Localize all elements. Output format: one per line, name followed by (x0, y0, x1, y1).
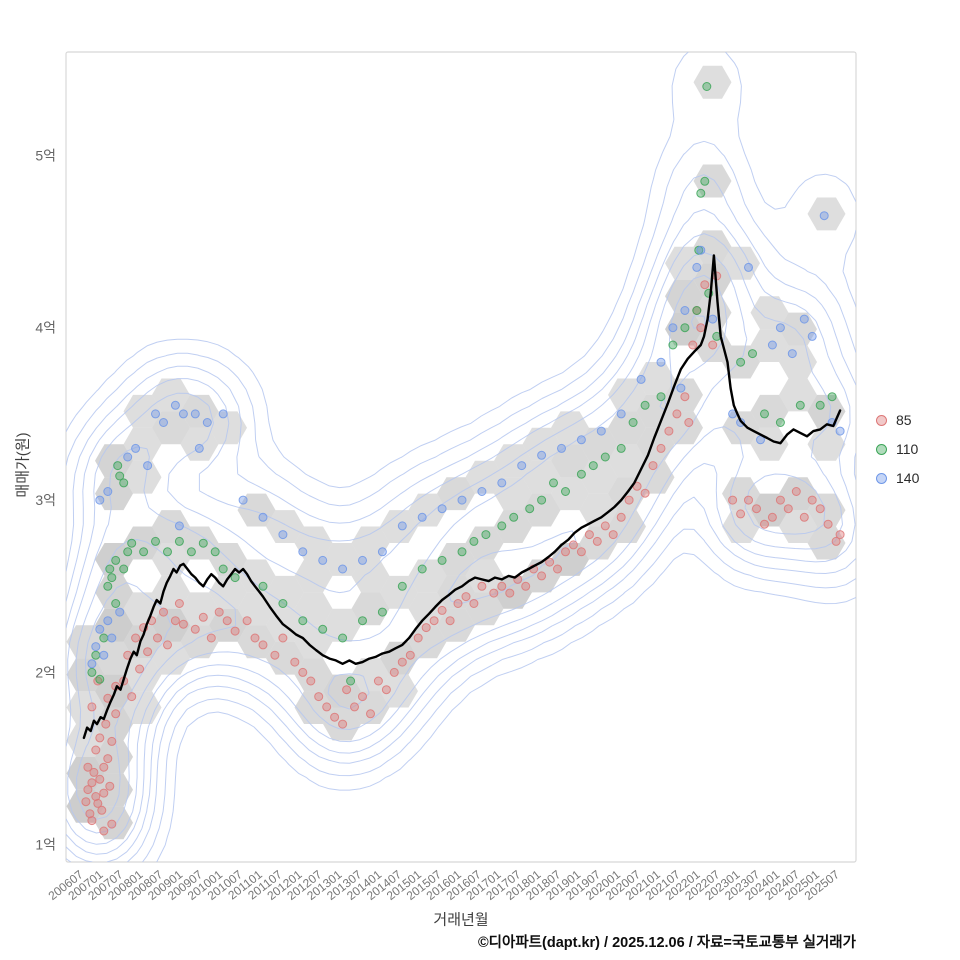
legend-dot-0 (876, 414, 887, 426)
legend-label: 85 (896, 412, 912, 428)
legend-dot-2 (876, 472, 887, 484)
y-axis-title: 매매가(원) (14, 432, 32, 498)
legend-item-140: 140 (876, 470, 919, 486)
legend-label: 140 (896, 470, 920, 486)
svg-text:4억: 4억 (35, 320, 56, 336)
legend-item-110: 110 (876, 441, 919, 457)
x-axis-title: 거래년월 (433, 911, 489, 929)
svg-text:5억: 5억 (35, 147, 56, 163)
legend-item-85: 85 (876, 412, 919, 428)
svg-text:3억: 3억 (35, 492, 56, 508)
svg-text:2억: 2억 (35, 664, 56, 680)
legend: 85 110 140 (876, 412, 919, 486)
legend-dot-1 (876, 443, 887, 455)
legend-label: 110 (896, 441, 919, 457)
svg-text:1억: 1억 (35, 837, 56, 853)
source-caption: ©디아파트(dapt.kr) / 2025.12.06 / 자료=국토교통부 실… (477, 935, 856, 951)
